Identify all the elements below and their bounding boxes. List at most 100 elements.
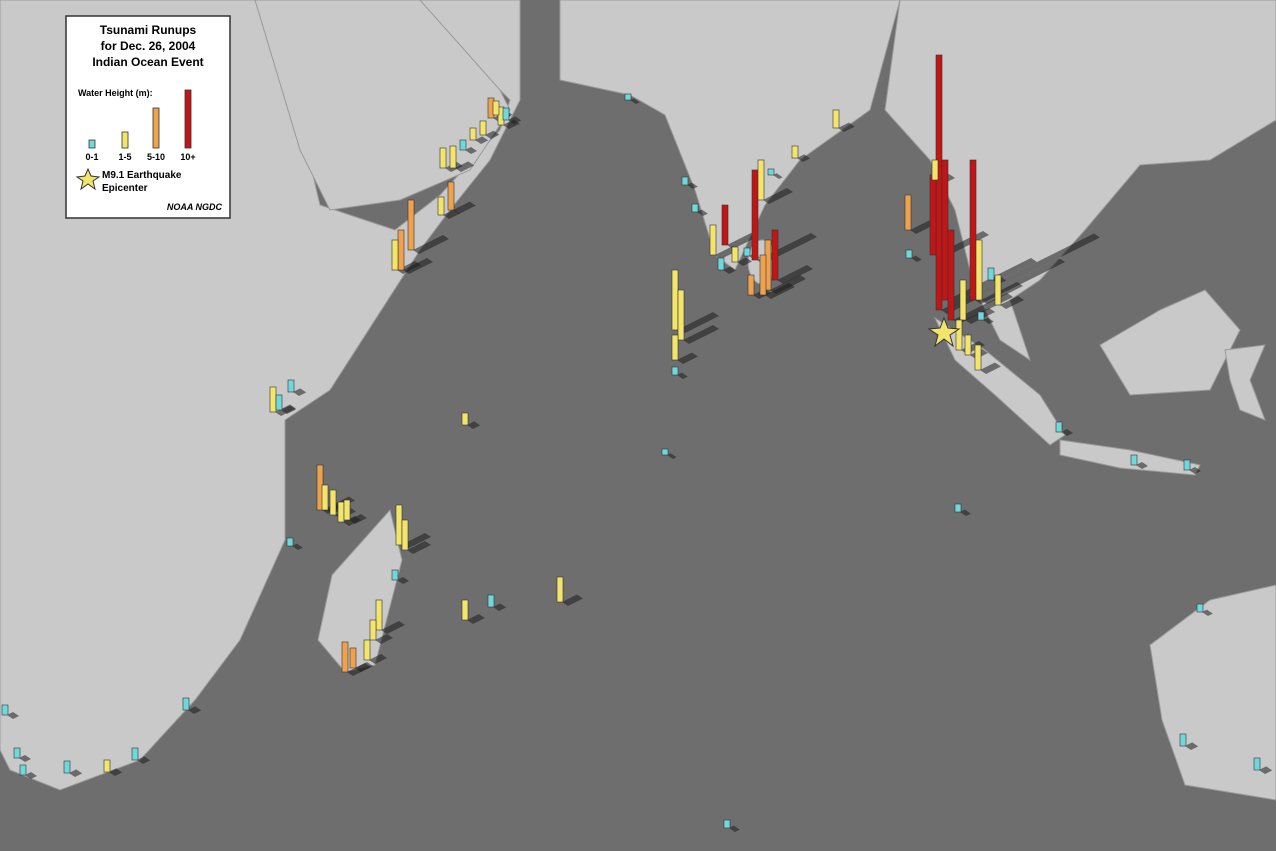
runup-bar <box>1183 459 1191 471</box>
bar-shadow <box>683 325 719 344</box>
runup-bar <box>391 239 399 271</box>
bar-shadow <box>763 188 793 204</box>
runup-bar <box>624 93 632 101</box>
runup-bar <box>19 764 27 776</box>
bar-shadow <box>397 577 409 584</box>
runup-bar <box>731 246 739 263</box>
runup-bar <box>931 159 939 181</box>
bar-shadow <box>413 235 449 254</box>
bar-shadow <box>797 154 811 162</box>
bar-shadow <box>407 541 431 554</box>
runup-bar <box>954 503 962 513</box>
bar-shadow <box>508 116 522 124</box>
india <box>559 0 901 271</box>
runup-bar <box>461 412 469 426</box>
runup-bar <box>959 279 967 321</box>
bar-shadow <box>369 654 387 664</box>
runup-bar <box>935 54 943 311</box>
sulawesi <box>1224 344 1266 421</box>
runup-bar <box>391 569 399 581</box>
runup-bar <box>63 760 71 774</box>
legend-swatch <box>184 89 192 149</box>
runup-bar <box>904 194 912 231</box>
bar-shadow <box>697 209 708 216</box>
bar-shadow <box>1259 766 1273 774</box>
java <box>1059 439 1201 476</box>
bar-shadow <box>667 453 677 459</box>
runup-bar <box>751 169 759 261</box>
bar-shadow <box>292 543 303 550</box>
bar-shadow <box>1202 609 1213 616</box>
runup-bar <box>487 594 495 608</box>
runup-bar <box>975 239 983 301</box>
runup-bar <box>131 747 139 761</box>
bar-shadow <box>355 662 373 672</box>
land <box>0 0 1276 801</box>
bar-shadow <box>677 312 719 334</box>
legend-items: 0-1 1-5 5-10 10+ <box>85 89 196 162</box>
legend-label: 10+ <box>180 152 195 162</box>
runup-bar <box>459 139 467 151</box>
bar-shadow <box>765 283 795 299</box>
runup-bars <box>1 54 1273 832</box>
runup-bar <box>349 647 357 669</box>
runup-bar <box>321 484 329 511</box>
runup-bar <box>955 319 963 351</box>
bar-shadow <box>19 755 31 762</box>
runup-bar <box>771 229 779 281</box>
bar-shadow <box>401 533 431 549</box>
bar-shadow <box>729 825 740 832</box>
bar-shadow <box>475 136 489 144</box>
bar-shadow <box>281 405 296 414</box>
bar-shadow <box>981 282 1023 304</box>
runup-bar <box>941 159 949 301</box>
runup-bar <box>275 394 283 411</box>
bar-shadow <box>1061 429 1073 436</box>
runup-bar <box>671 334 679 361</box>
legend-label: 0-1 <box>85 152 98 162</box>
runup-bar <box>1179 733 1187 747</box>
legend: Tsunami Runups for Dec. 26, 2004 Indian … <box>65 15 231 219</box>
bar-shadow <box>727 233 757 249</box>
legend-epicenter: Epicenter <box>102 183 148 194</box>
bar-shadow <box>838 122 855 132</box>
runup-bar <box>1130 454 1138 466</box>
runup-bar <box>681 176 689 186</box>
legend-swatch <box>121 131 129 149</box>
runup-bar <box>832 109 840 129</box>
runup-bar <box>397 229 405 271</box>
runup-bar <box>743 247 751 257</box>
runup-bar <box>947 229 955 321</box>
bar-shadow <box>109 768 123 776</box>
bar-shadow <box>467 614 485 624</box>
bar-shadow <box>1185 742 1199 750</box>
bar-shadow <box>980 362 1001 374</box>
bar-shadow <box>983 317 994 324</box>
bar-shadow <box>188 706 202 714</box>
bar-shadow <box>349 514 367 524</box>
runup-bar <box>717 257 725 271</box>
runup-bar <box>994 274 1002 306</box>
runup-bar <box>375 599 383 631</box>
legend-title: Tsunami Runups <box>100 23 197 37</box>
bar-shadow <box>947 258 1037 304</box>
bar-shadow <box>777 265 813 284</box>
runup-bar <box>369 619 377 641</box>
runup-bar <box>182 697 190 711</box>
runup-bar <box>759 254 767 296</box>
runup-bar <box>329 489 337 516</box>
bar-shadow <box>960 509 971 516</box>
runup-bar <box>1253 757 1261 771</box>
runup-bar <box>401 519 409 551</box>
legend-label: 1-5 <box>118 152 131 162</box>
legend-epicenter: M9.1 Earthquake <box>102 170 182 181</box>
runup-bar <box>13 747 21 759</box>
runup-bar <box>363 639 371 661</box>
runup-bar <box>905 249 913 259</box>
runup-bar <box>987 267 995 281</box>
bar-shadow <box>562 594 583 606</box>
runup-bar <box>556 576 564 603</box>
bar-shadow <box>397 261 421 274</box>
legend-star <box>75 167 101 191</box>
